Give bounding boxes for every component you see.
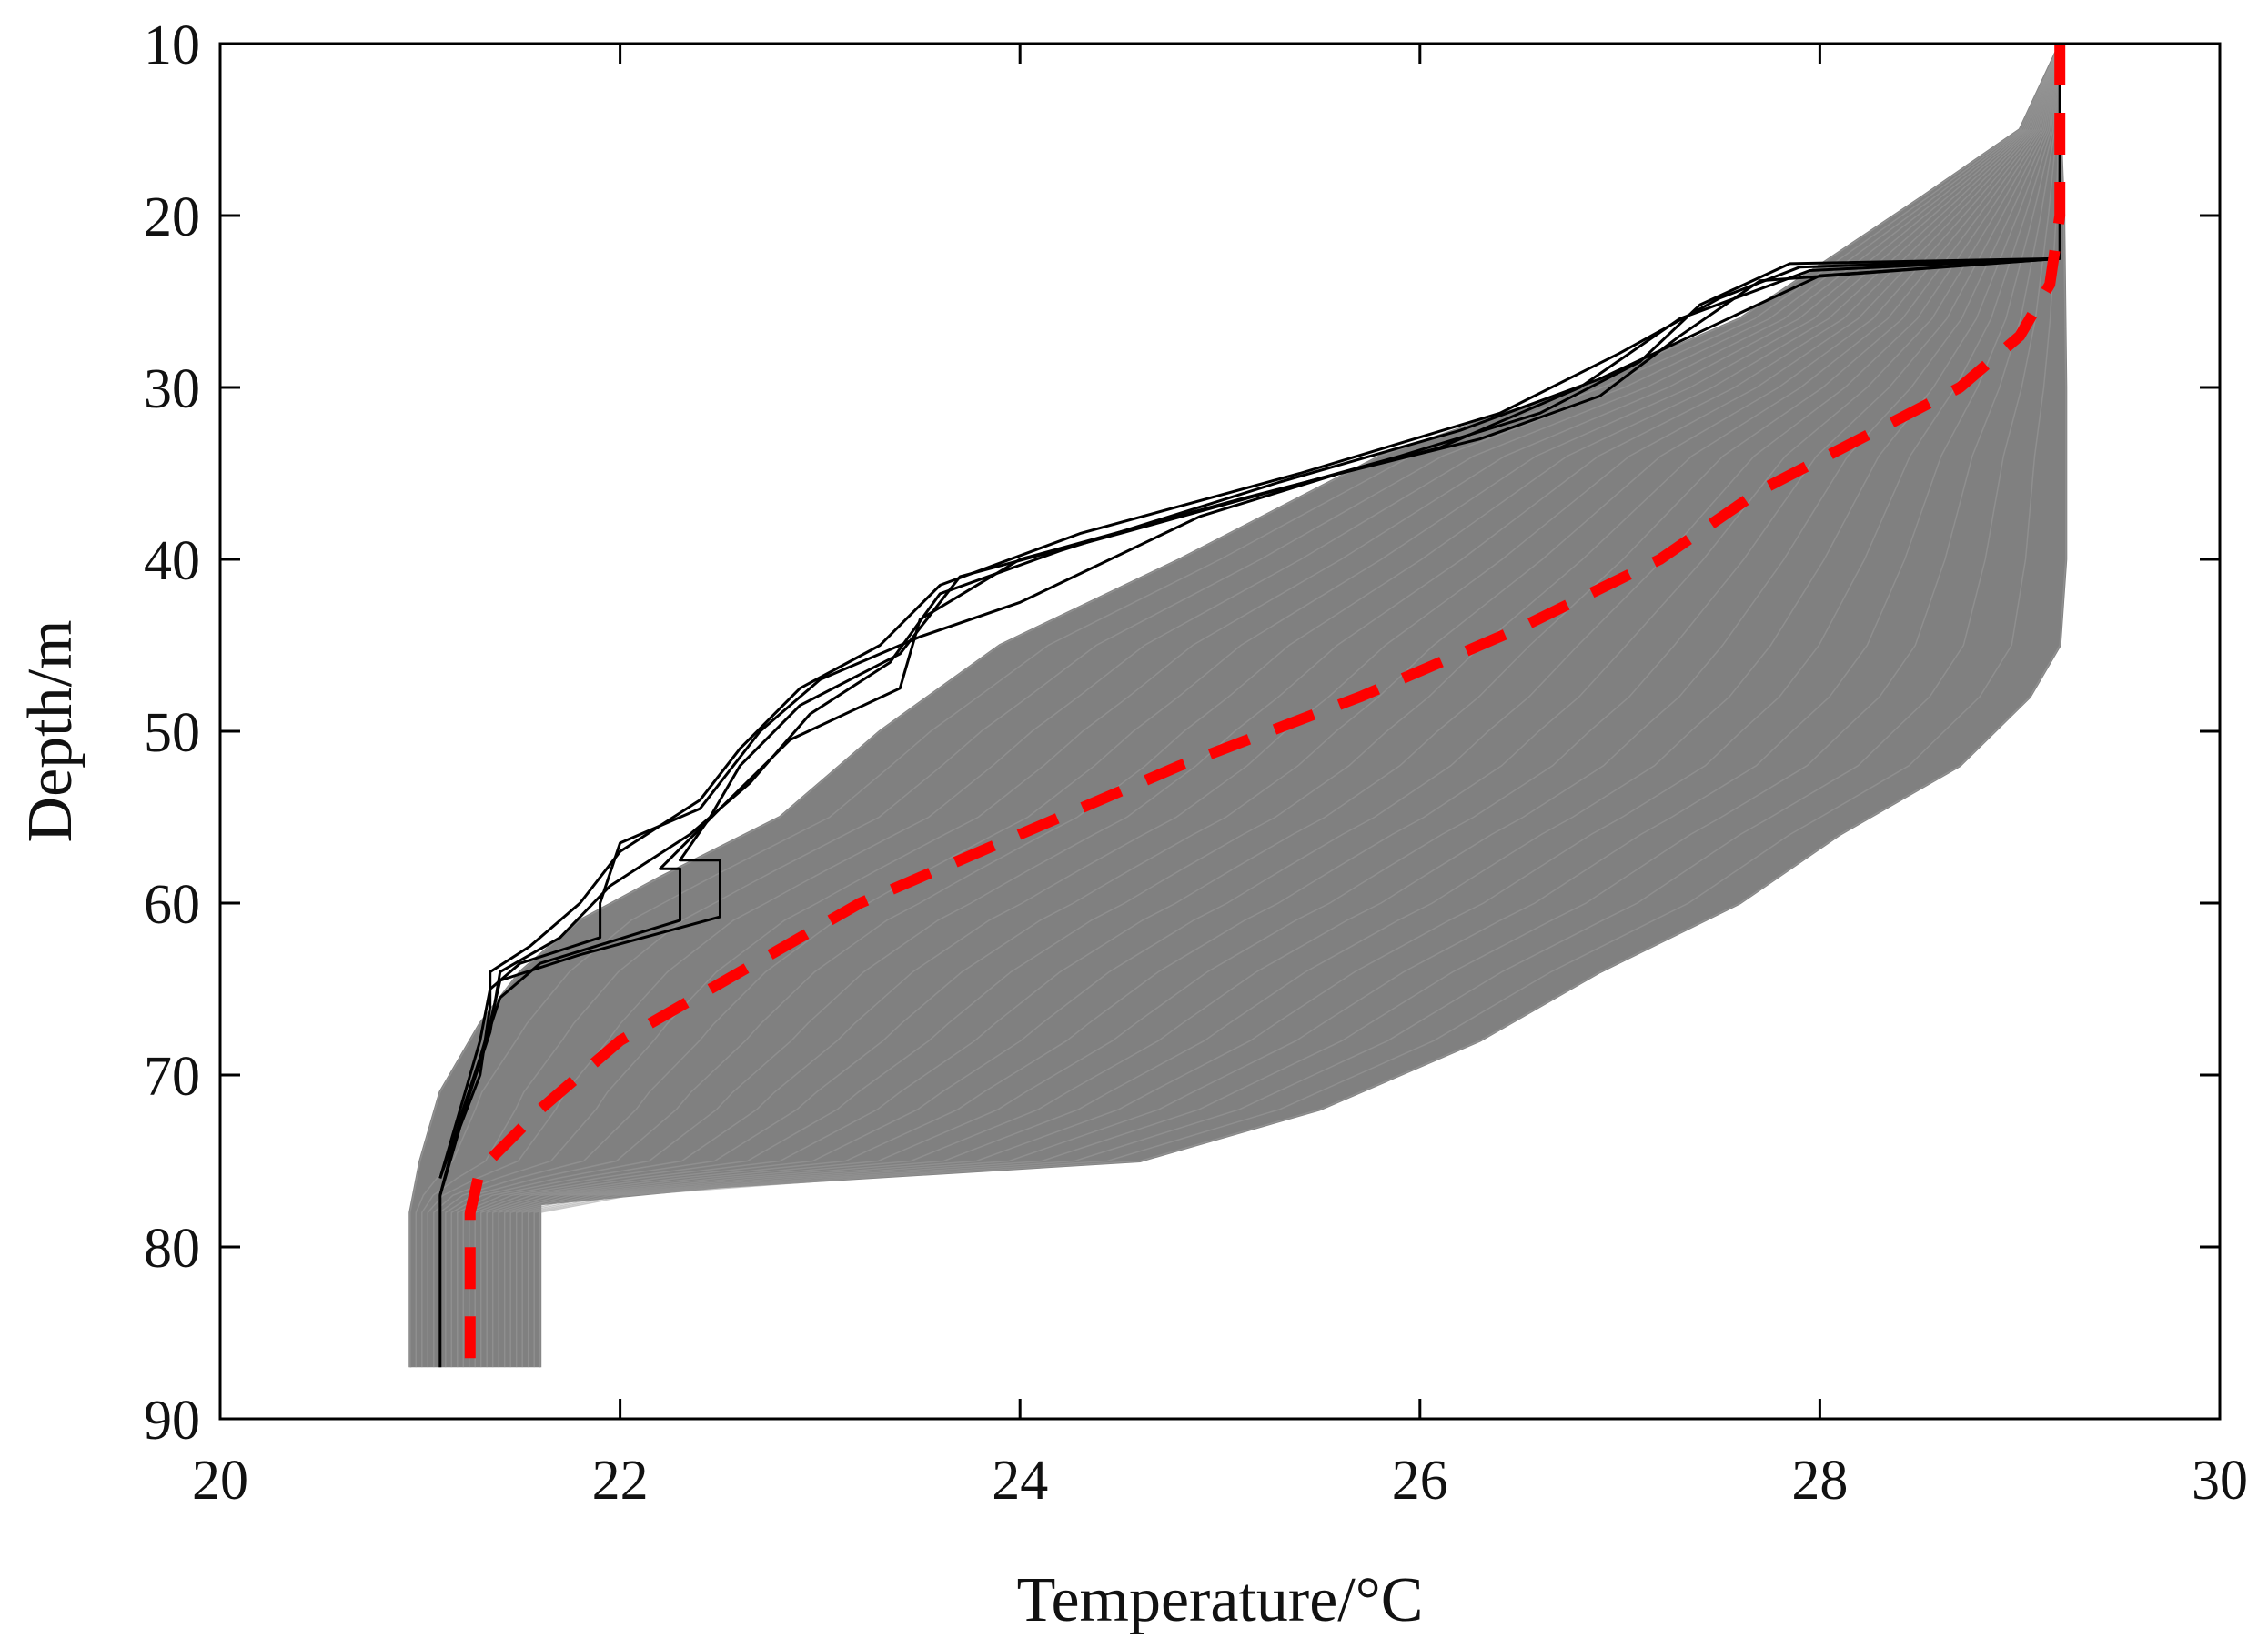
- ensemble-layer: [408, 44, 2068, 1368]
- x-tick-label: 20: [192, 1450, 248, 1512]
- selected-profiles-layer: [438, 44, 2061, 1368]
- x-tick-label: 30: [2192, 1450, 2248, 1512]
- x-axis-label: Temperature/°C: [1017, 1565, 1424, 1635]
- x-tick-label: 26: [1392, 1450, 1448, 1512]
- ensemble-profile-line: [421, 44, 2061, 1368]
- y-tick-label: 90: [144, 1390, 200, 1452]
- selected-profile-line: [449, 256, 2061, 1153]
- mean-profile-layer: [464, 44, 2066, 1368]
- selected-profile-line: [438, 256, 2061, 1179]
- y-tick-label: 20: [144, 186, 200, 248]
- ensemble-profile-line: [515, 44, 2061, 1368]
- plot-area: [408, 44, 2068, 1368]
- y-tick-label: 30: [144, 358, 200, 420]
- y-tick-label: 40: [144, 530, 200, 592]
- selected-profile-line: [438, 256, 2061, 1179]
- y-tick-label: 80: [144, 1218, 200, 1280]
- x-tick-label: 28: [1791, 1450, 1848, 1512]
- y-axis-ticks: 10 20 30 40 50 60 70 80 90: [144, 15, 2220, 1452]
- y-tick-label: 60: [144, 874, 200, 936]
- y-tick-label: 10: [144, 15, 200, 76]
- ensemble-profile-line: [539, 44, 2067, 1368]
- ensemble-profile-line: [415, 44, 2061, 1368]
- x-axis-ticks: 20 22 24 26 28 30: [192, 44, 2248, 1512]
- ensemble-profile-line: [509, 44, 2061, 1368]
- mean-profile-line: [464, 44, 2066, 1368]
- y-axis-label: Depth/m: [15, 620, 86, 843]
- ensemble-profile-line: [527, 44, 2061, 1368]
- x-tick-label: 22: [592, 1450, 649, 1512]
- y-tick-label: 70: [144, 1046, 200, 1108]
- ensemble-profile-line: [521, 44, 2061, 1368]
- y-tick-label: 50: [144, 702, 200, 764]
- x-tick-label: 24: [992, 1450, 1048, 1512]
